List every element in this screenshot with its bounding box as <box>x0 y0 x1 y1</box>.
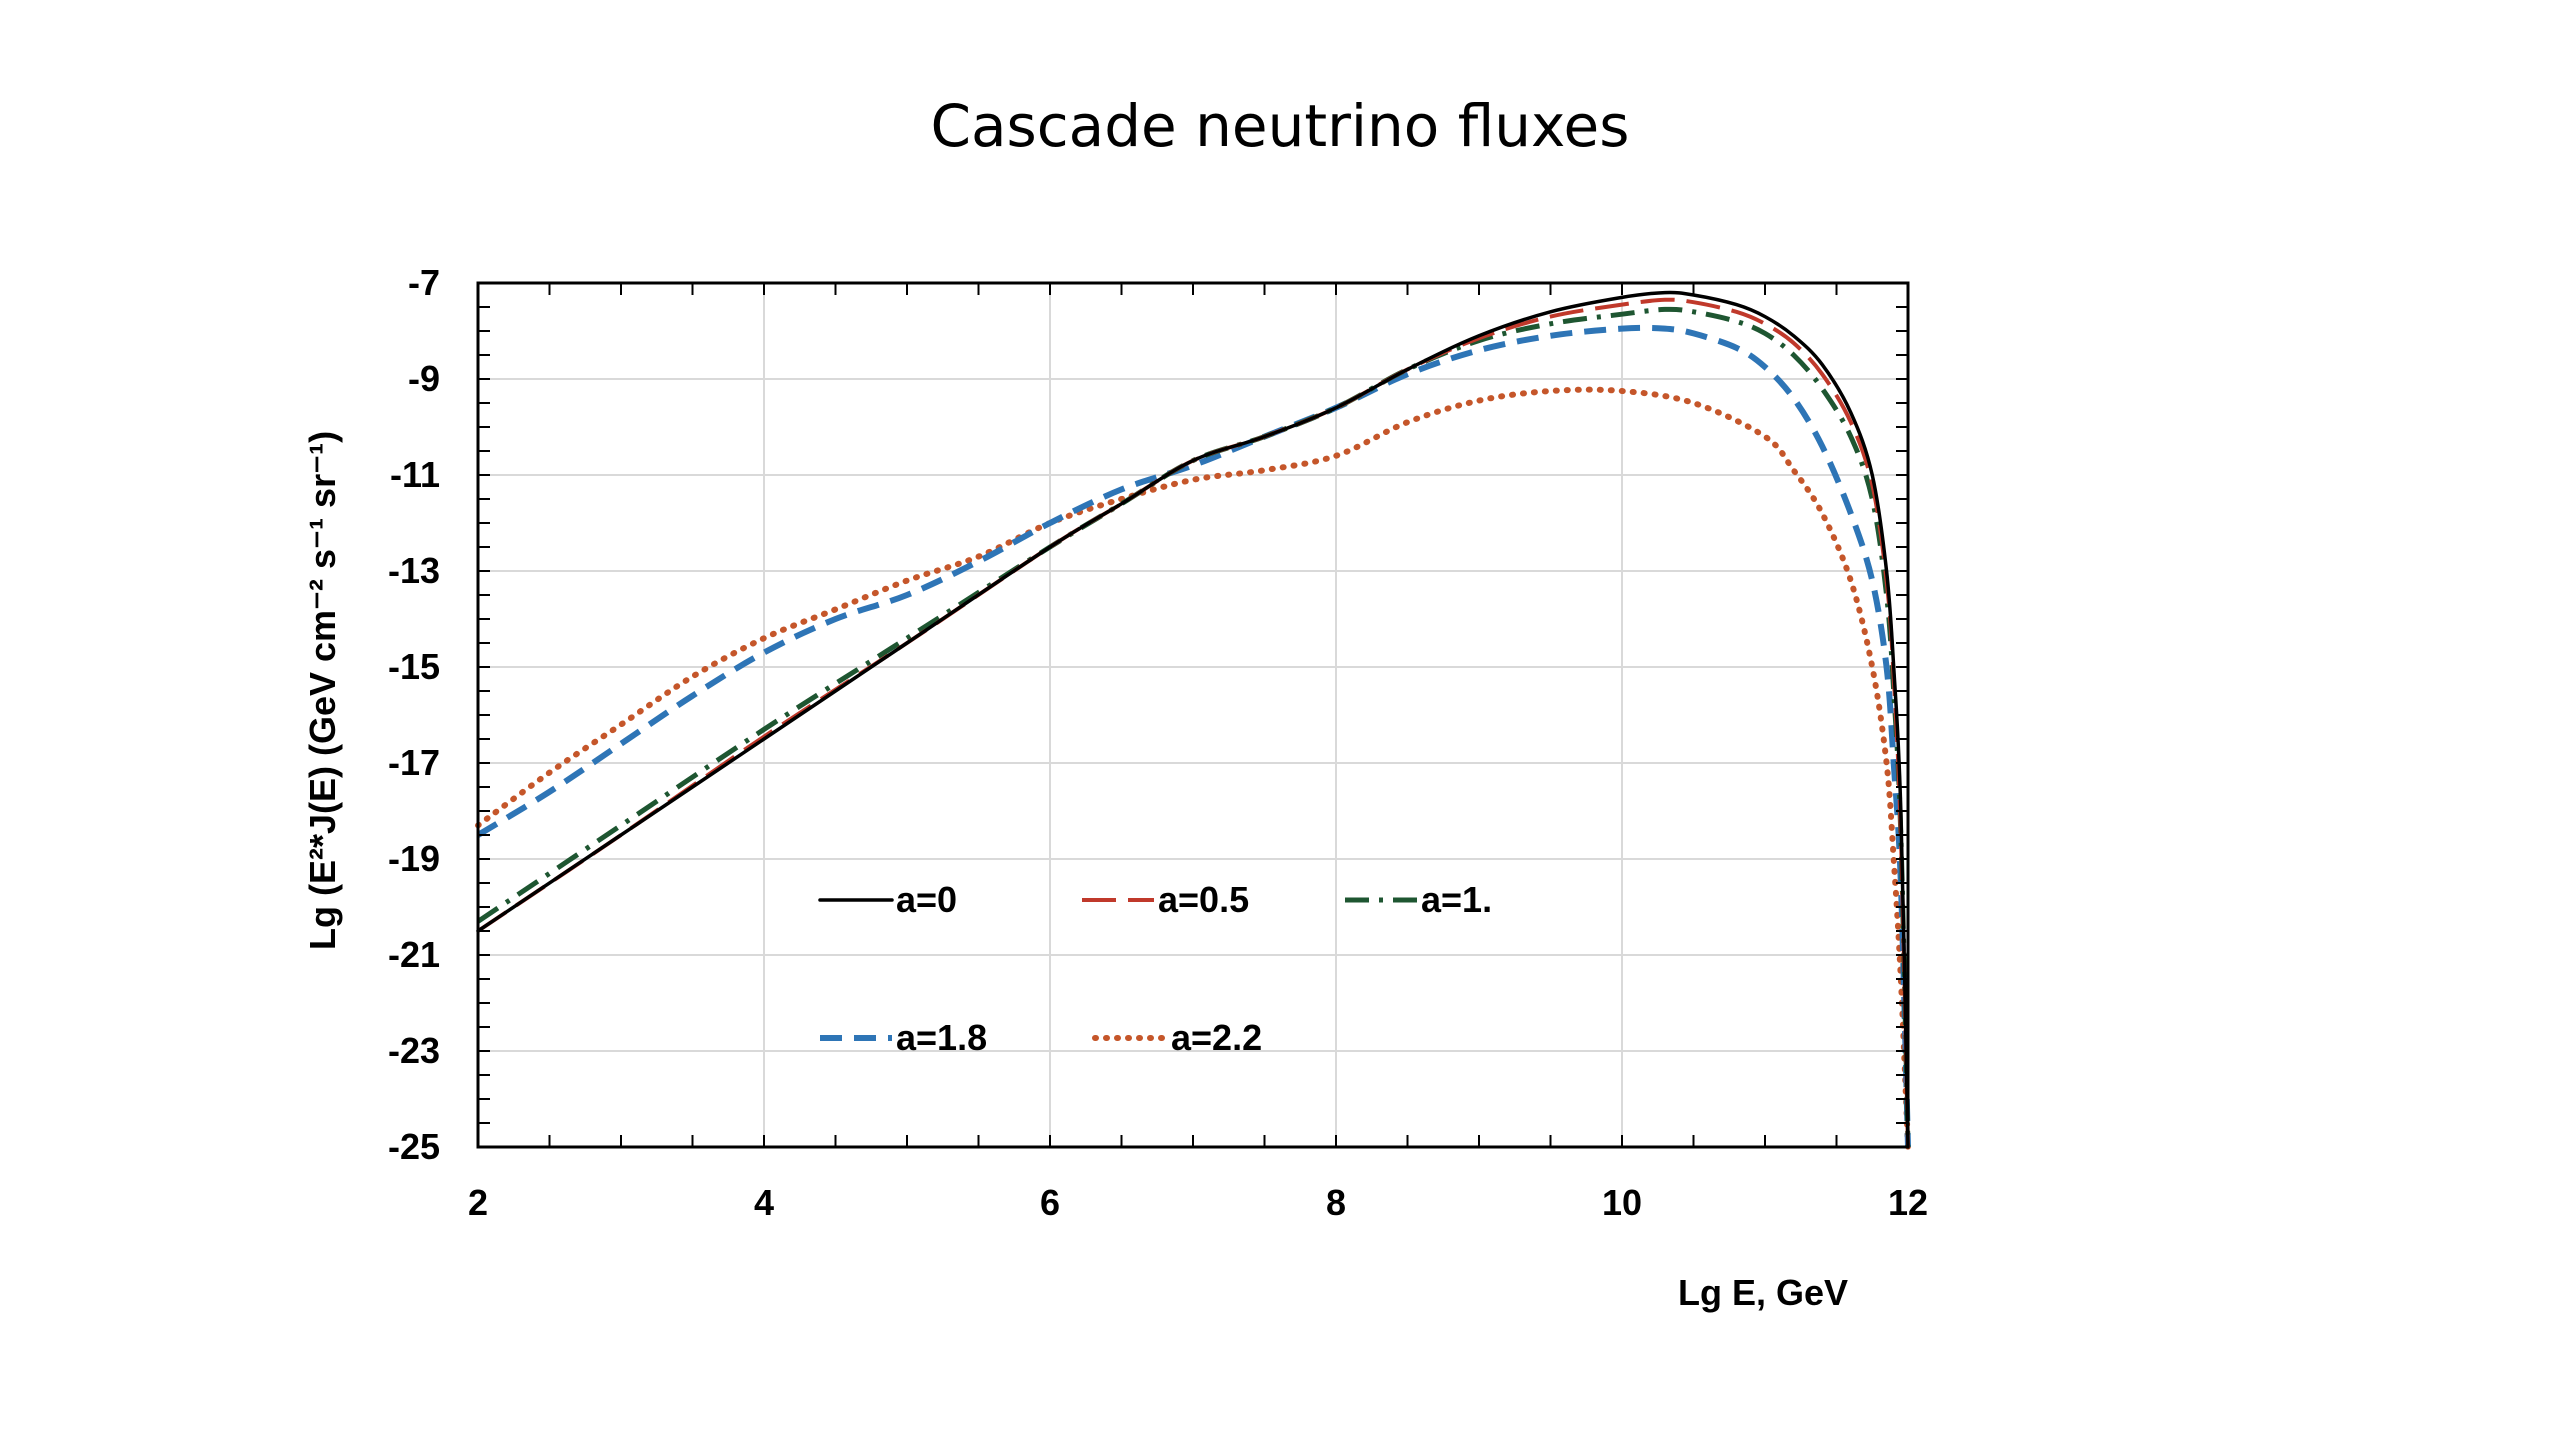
series-line-a-0 <box>476 290 1910 1149</box>
legend: a=0 a=0.5 a=1. a=1.8 a=2.2 <box>818 879 1492 1058</box>
y-tick-label: -23 <box>388 1030 440 1071</box>
x-tick-label: 12 <box>1888 1182 1928 1223</box>
x-tick-label: 6 <box>1040 1182 1060 1223</box>
y-tick-label: -13 <box>388 550 440 591</box>
y-tick-label: -17 <box>388 742 440 783</box>
y-tick-label: -21 <box>388 934 440 975</box>
grid-lines <box>477 282 1909 1148</box>
series-lines <box>475 290 1911 1150</box>
y-tick-label: -9 <box>408 358 440 399</box>
series-line-a-1-8 <box>476 324 1911 1148</box>
y-tick-label: -11 <box>390 454 440 495</box>
x-tick-label: 2 <box>468 1182 488 1223</box>
x-axis-title: Lg E, GeV <box>1678 1272 1848 1313</box>
y-tick-label: -15 <box>388 646 440 687</box>
legend-label: a=1. <box>1421 879 1492 920</box>
y-tick-label: -7 <box>408 262 440 303</box>
axis-ticks <box>477 282 1909 1148</box>
legend-label: a=0 <box>896 879 957 920</box>
x-tick-label: 8 <box>1326 1182 1346 1223</box>
chart-title: Cascade neutrino fluxes <box>930 92 1630 160</box>
y-tick-label: -25 <box>388 1126 440 1167</box>
legend-label: a=0.5 <box>1158 879 1249 920</box>
legend-label: a=1.8 <box>896 1017 987 1058</box>
x-tick-label: 4 <box>754 1182 774 1223</box>
y-axis-title: Lg (E²*J(E) (GeV cm⁻² s⁻¹ sr⁻¹) <box>302 431 343 950</box>
legend-label: a=2.2 <box>1171 1017 1262 1058</box>
tick-labels: 2 4 6 8 10 12 -7 -9 -11 -13 -15 -17 -19 -21 -23 -25 <box>388 262 1928 1223</box>
y-tick-label: -19 <box>388 838 440 879</box>
x-tick-label: 10 <box>1602 1182 1642 1223</box>
